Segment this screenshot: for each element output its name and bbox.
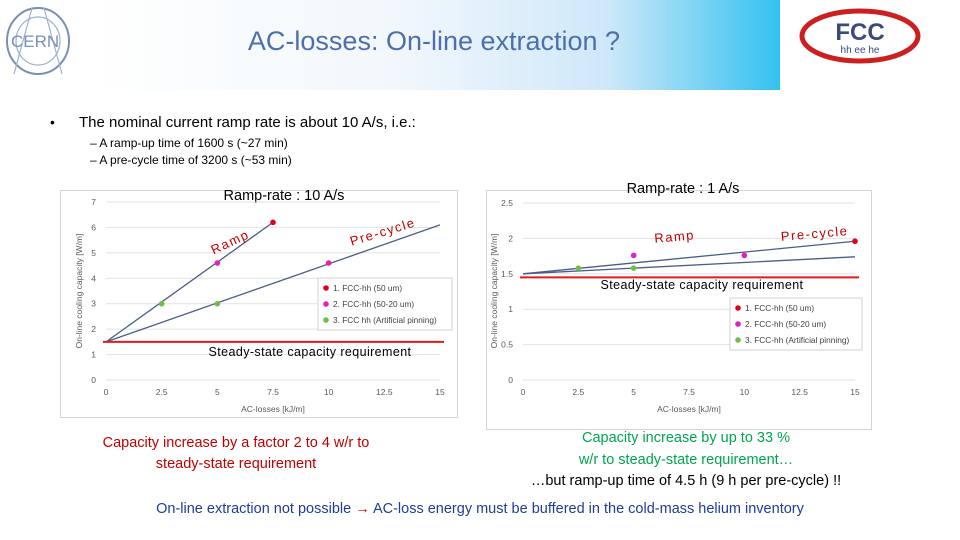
sub-bullet-pre-cycle: – A pre-cycle time of 3200 s (~53 min) (90, 153, 292, 167)
chart-right-legend-marker-2 (735, 321, 741, 327)
chart-right-ytick-label: 0.5 (501, 340, 513, 350)
chart-left-point-series1 (270, 219, 276, 226)
chart-left-ytick-label: 0 (91, 375, 96, 385)
chart-right-legend-marker-3 (735, 337, 741, 343)
chart-right-point-series3 (575, 265, 582, 271)
chart-left-legend-entry-1: 1. FCC-hh (50 um) (333, 283, 402, 293)
chart-right-xtick-label: 15 (850, 387, 860, 397)
chart-left-precycle-label: Pre-cycle (348, 215, 417, 249)
bullet-text: The nominal current ramp rate is about 1… (79, 114, 416, 131)
chart-right-point-series3 (630, 265, 637, 271)
chart-right-title: Ramp-rate : 1 A/s (627, 181, 740, 197)
chart-right-requirement-label: Steady-state capacity requirement (601, 278, 804, 292)
chart-left-xtick-label: 5 (215, 387, 220, 397)
chart-left-legend-marker-2 (323, 301, 329, 307)
chart-left-point-series2 (325, 260, 332, 266)
chart-right-ytick-label: 0 (508, 375, 513, 385)
chart-right-xtick-label: 7.5 (683, 387, 695, 397)
chart-left-ytick-label: 6 (91, 222, 96, 232)
chart-right-xtick-label: 12.5 (791, 387, 808, 397)
sub-bullet-ramp-up: – A ramp-up time of 1600 s (~27 min) (90, 136, 288, 150)
conclusion-part2: AC-loss energy must be buffered in the c… (372, 501, 804, 517)
chart-left-ytick-label: 2 (91, 324, 96, 334)
chart-right-ytick-label: 1.5 (501, 269, 513, 279)
chart-left-xlabel: AC-losses [kJ/m] (241, 404, 305, 414)
chart-left-xtick-label: 7.5 (267, 387, 279, 397)
chart-right-xtick-label: 5 (631, 387, 636, 397)
chart-right-point-series2 (630, 252, 637, 259)
bullet-marker: • (50, 114, 55, 130)
caption-right-line1: Capacity increase by up to 33 % (582, 430, 790, 446)
chart-right-precycle-line (522, 256, 856, 275)
chart-left-xtick-label: 12.5 (376, 387, 393, 397)
chart-right-point-series1 (852, 238, 858, 245)
chart-left-xtick-label: 2.5 (156, 387, 168, 397)
caption-right-line2: w/r to steady-state requirement… (578, 451, 794, 468)
chart-right-ramp-label: Ramp (654, 227, 696, 245)
slide-title: AC-losses: On-line extraction ? (247, 26, 621, 56)
chart-left-ylabel: On-line cooling capacity [W/m] (74, 234, 84, 349)
chart-right-legend-entry-2: 2. FCC-hh (50-20 um) (745, 319, 826, 329)
chart-right-ylabel: On-line cooling capacity [W/m] (489, 234, 499, 349)
chart-right-ramp-line (522, 240, 856, 275)
chart-left-legend-marker-1 (323, 285, 329, 291)
chart-left-ytick-label: 3 (91, 299, 96, 309)
chart-left-ytick-label: 5 (91, 248, 96, 258)
title-band (88, 0, 780, 90)
chart-left-ytick-label: 4 (91, 273, 96, 283)
chart-left-xtick-label: 0 (104, 387, 109, 397)
chart-right-legend-marker-1 (735, 305, 741, 311)
conclusion: On-line extraction not possible → AC-los… (0, 501, 960, 517)
chart-left-ytick-label: 7 (91, 197, 96, 207)
fcc-logo-subtext: hh ee he (841, 45, 880, 56)
chart-right-xtick-label: 0 (521, 387, 526, 397)
chart-left-ramp-line (105, 221, 274, 343)
chart-left-xtick-label: 10 (324, 387, 334, 397)
chart-right-xlabel: AC-losses [kJ/m] (657, 404, 721, 414)
chart-left-point-series2 (214, 260, 221, 266)
caption-left: Capacity increase by a factor 2 to 4 w/r… (102, 435, 370, 472)
chart-right-ytick-label: 1 (508, 304, 513, 314)
chart-right-precycle-label: Pre-cycle (780, 223, 849, 244)
caption-right-line3: …but ramp-up time of 4.5 h (9 h per pre-… (530, 473, 842, 489)
caption-right: Capacity increase by up to 33 % w/r to s… (500, 428, 872, 493)
chart-right-ytick-label: 2.5 (501, 198, 513, 208)
chart-left-legend-box (317, 277, 453, 331)
arrow-icon: → (355, 501, 370, 517)
fcc-logo: FCC hh ee he (799, 8, 921, 64)
chart-left-ytick-label: 1 (91, 350, 96, 360)
chart-left-legend-entry-2: 2. FCC-hh (50-20 um) (333, 299, 414, 309)
chart-right-ytick-label: 2 (508, 233, 513, 243)
chart-left-legend-marker-3 (323, 317, 329, 323)
chart-right-legend-entry-3: 3. FCC-hh (Artificial pinning) (745, 335, 849, 345)
chart-right-xtick-label: 10 (740, 387, 750, 397)
chart-left-xtick-label: 15 (435, 387, 445, 397)
cern-logo-text: CERN (11, 32, 59, 51)
fcc-logo-text: FCC (835, 19, 884, 46)
chart-right-legend-entry-1: 1. FCC-hh (50 um) (745, 303, 814, 313)
chart-left-requirement-label: Steady-state capacity requirement (209, 345, 412, 359)
chart-left-title: Ramp-rate : 10 A/s (224, 188, 345, 204)
chart-left-legend-entry-3: 3. FCC hh (Artificial pinning) (333, 315, 437, 325)
conclusion-part1: On-line extraction not possible (156, 501, 352, 517)
chart-right-point-series2 (741, 252, 748, 259)
cern-logo: CERN (6, 7, 70, 75)
chart-right-legend-box (729, 297, 863, 351)
chart-left-point-series3 (158, 300, 165, 307)
chart-left-point-series3 (214, 300, 221, 307)
chart-right-xtick-label: 2.5 (572, 387, 584, 397)
chart-left-precycle-line (105, 224, 441, 343)
